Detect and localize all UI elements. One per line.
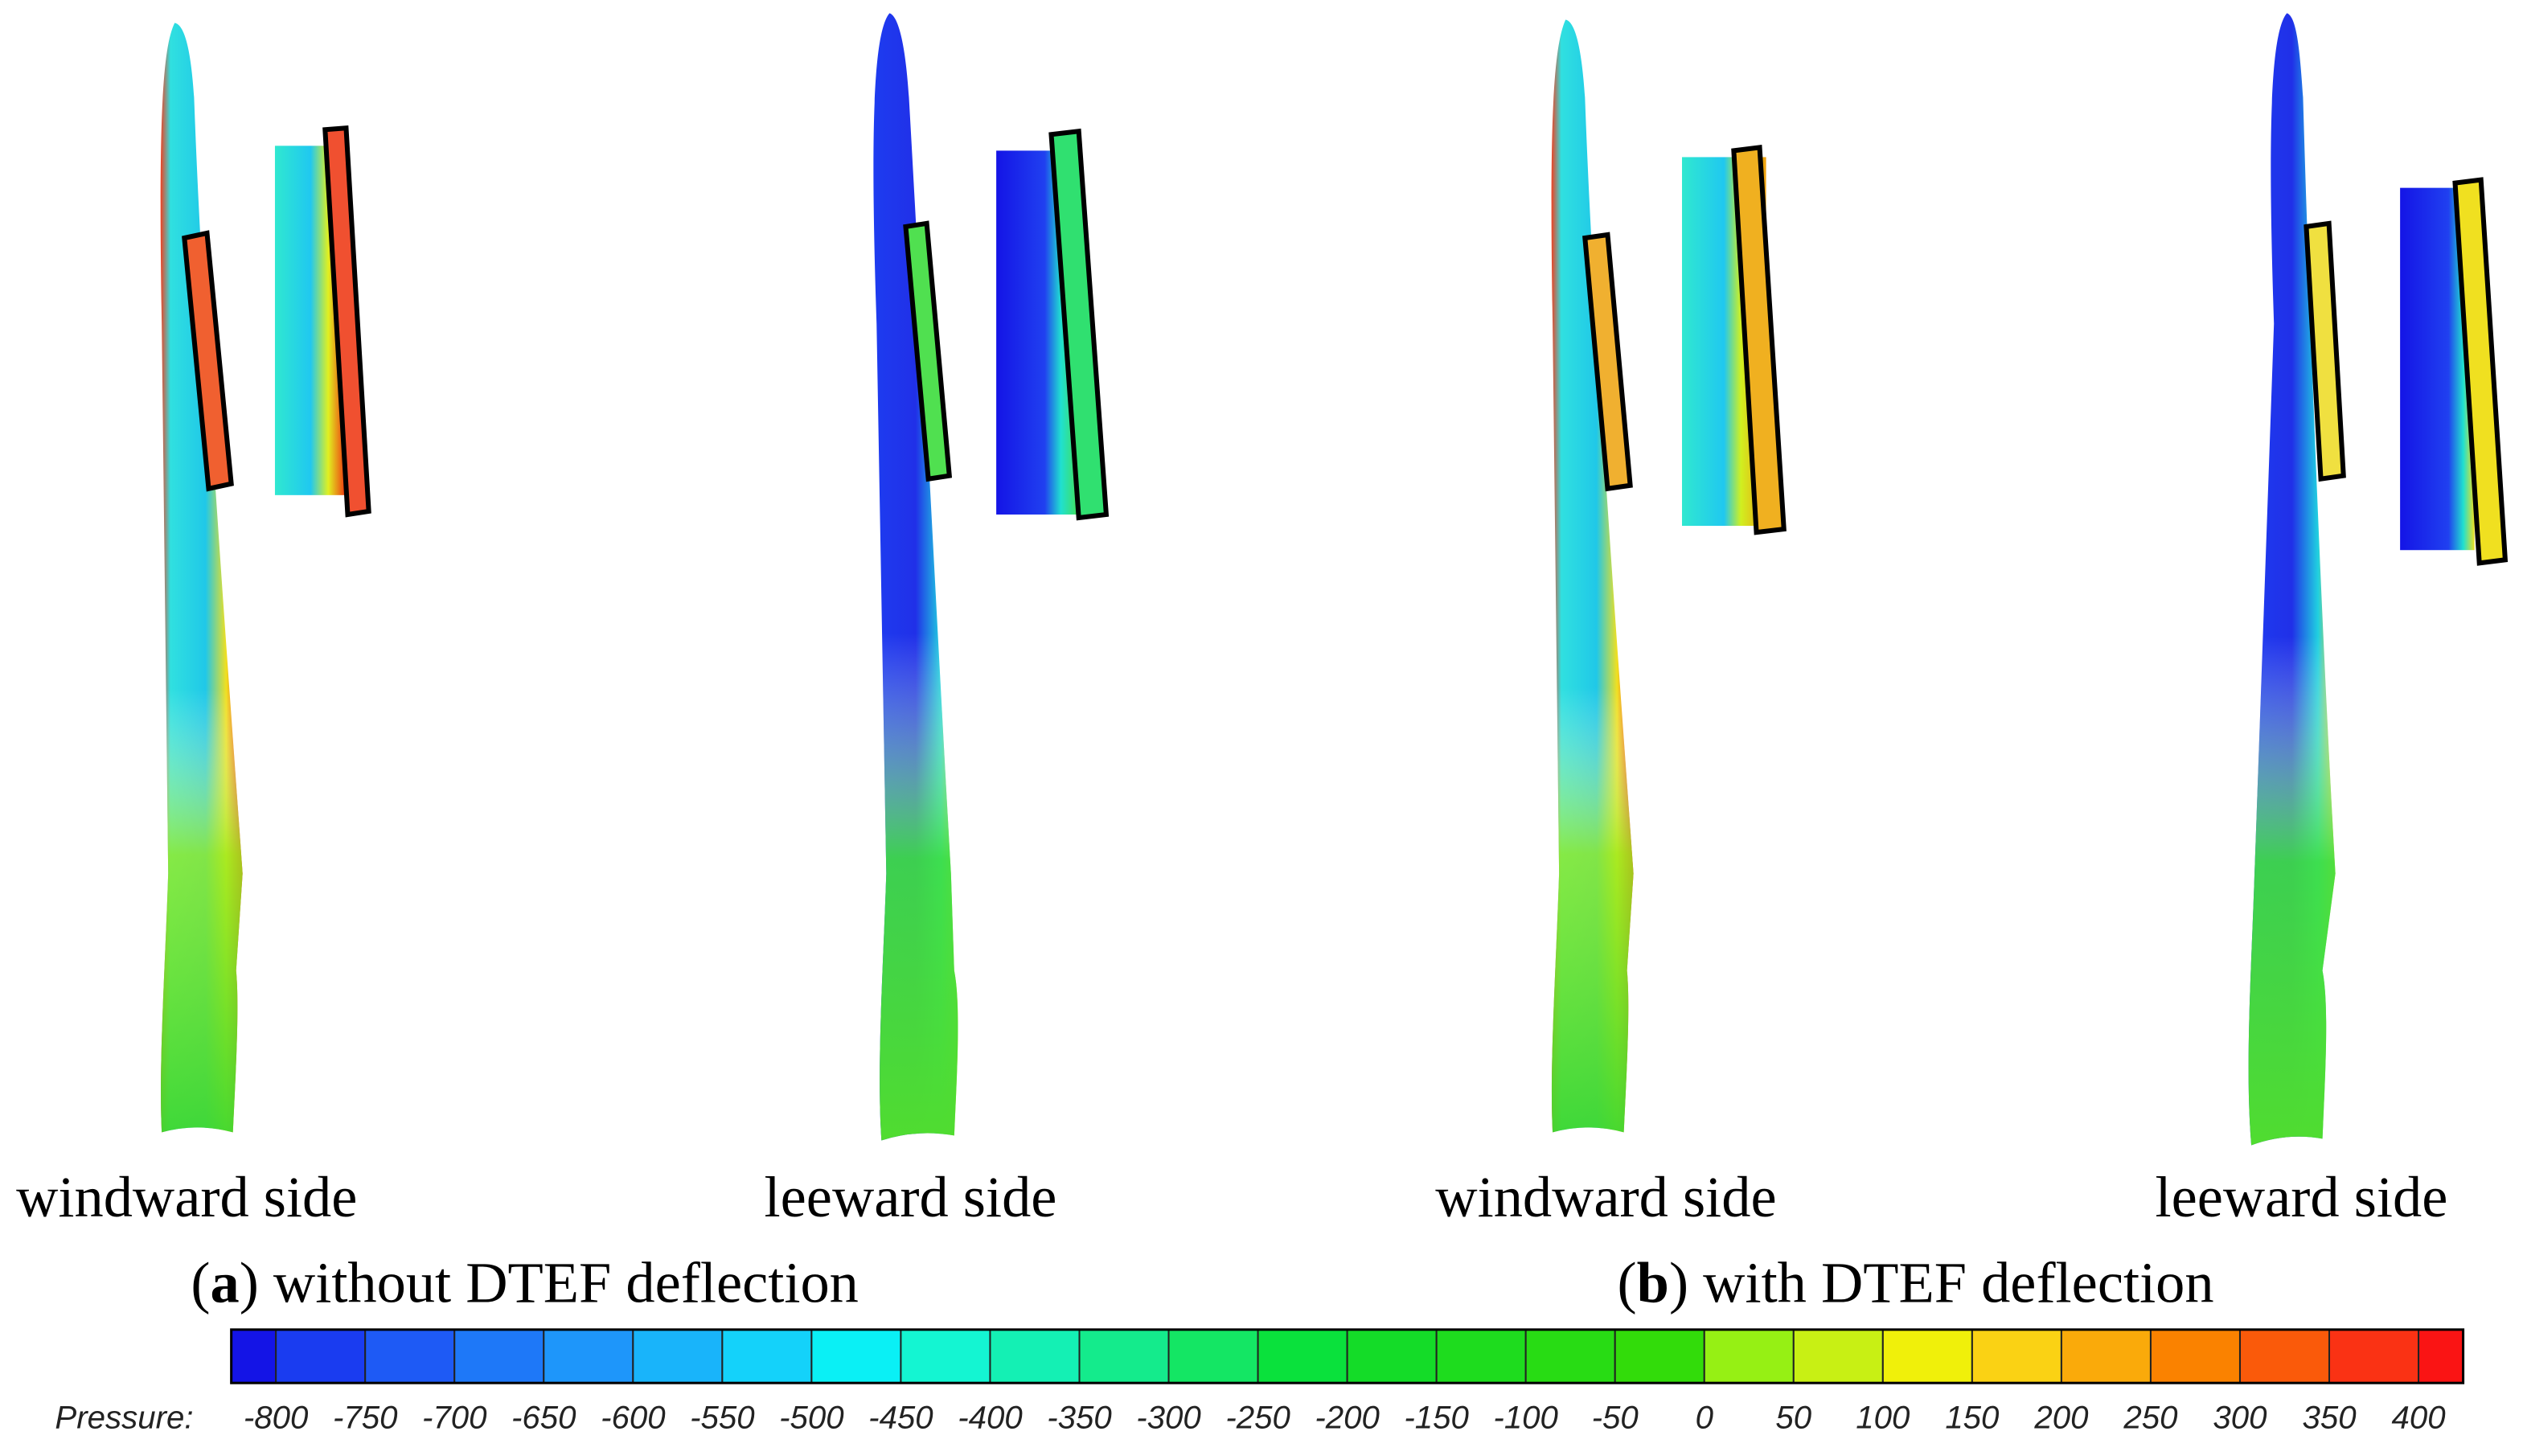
caption-open: (	[191, 1250, 210, 1315]
colorbar-segment	[1524, 1328, 1616, 1384]
colorbar-segment	[364, 1328, 456, 1384]
colorbar-segment	[632, 1328, 724, 1384]
colorbar-tick-label: 400	[2392, 1399, 2447, 1435]
colorbar-tick-label: -150	[1404, 1399, 1469, 1435]
colorbar-tick-label: -350	[1047, 1399, 1112, 1435]
caption-close: )	[1669, 1250, 1688, 1315]
colorbar-segment	[1257, 1328, 1348, 1384]
colorbar-segment	[1792, 1328, 1884, 1384]
colorbar-tick-label: -800	[244, 1399, 309, 1435]
colorbar-segment	[1346, 1328, 1438, 1384]
colorbar-tick-label: -200	[1315, 1399, 1380, 1435]
caption-text: with DTEF deflection	[1688, 1250, 2214, 1315]
side-label: leeward side	[765, 1164, 1057, 1229]
colorbar-tick-label: -50	[1592, 1399, 1639, 1435]
colorbar-frame	[230, 1328, 2465, 1384]
blade-leeward-b	[2248, 13, 2509, 1146]
colorbar-segment	[2328, 1328, 2420, 1384]
side-label: leeward side	[2155, 1164, 2447, 1229]
caption-open: (	[1618, 1250, 1637, 1315]
colorbar-segment	[2238, 1328, 2331, 1384]
colorbar-segment	[721, 1328, 813, 1384]
blade-windward-a	[160, 23, 371, 1133]
colorbar-segment	[1435, 1328, 1527, 1384]
colorbar-tick-label: -750	[333, 1399, 398, 1435]
colorbar-segment	[2060, 1328, 2152, 1384]
colorbar-segment	[2418, 1328, 2464, 1384]
colorbar-segment	[543, 1328, 634, 1384]
colorbar-segment	[810, 1328, 902, 1384]
caption-label: b	[1637, 1250, 1669, 1315]
colorbar-segment	[275, 1328, 367, 1384]
colorbar-tick-label: -550	[690, 1399, 755, 1435]
colorbar-tick-label: 100	[1856, 1399, 1910, 1435]
colorbar-tick-label: 350	[2302, 1399, 2357, 1435]
blade-leeward-a	[873, 13, 1110, 1141]
colorbar-segment	[1078, 1328, 1170, 1384]
caption-label: a	[210, 1250, 239, 1315]
colorbar-tick-label: 250	[2123, 1399, 2178, 1435]
colorbar-tick-label: -450	[868, 1399, 933, 1435]
side-label: windward side	[1435, 1164, 1776, 1229]
panel-caption: (a) without DTEF deflection	[191, 1250, 859, 1315]
colorbar-title: Pressure:	[55, 1399, 193, 1435]
caption-close: )	[240, 1250, 259, 1315]
colorbar-tick-label: -600	[601, 1399, 666, 1435]
colorbar-segment	[1614, 1328, 1705, 1384]
colorbar-segment	[453, 1328, 545, 1384]
colorbar-tick-label: 200	[2033, 1399, 2089, 1435]
colorbar-tick-label: 300	[2213, 1399, 2267, 1435]
colorbar-segment	[989, 1328, 1081, 1384]
colorbar-tick-label: -700	[422, 1399, 487, 1435]
colorbar-tick-label: -400	[958, 1399, 1023, 1435]
colorbar-tick-label: -100	[1493, 1399, 1558, 1435]
colorbar-tick-label: 0	[1696, 1399, 1714, 1435]
panel-caption: (b) with DTEF deflection	[1618, 1250, 2214, 1315]
colorbar-tick-label: -650	[511, 1399, 576, 1435]
blade-windward-b	[1551, 19, 1787, 1133]
colorbar-segment	[1703, 1328, 1795, 1384]
colorbar-segment	[1167, 1328, 1259, 1384]
colorbar-segment	[1971, 1328, 2062, 1384]
caption-text: without DTEF deflection	[259, 1250, 859, 1315]
colorbar-tick-label: 150	[1945, 1399, 2000, 1435]
colorbar-segment	[900, 1328, 991, 1384]
colorbar-tick-label: -500	[779, 1399, 844, 1435]
colorbar-segment	[230, 1328, 277, 1384]
side-label: windward side	[16, 1164, 357, 1229]
colorbar-tick-label: -250	[1225, 1399, 1290, 1435]
colorbar: -800 -750 -700 -650 -600 -550 -500 -450 -400 -350…	[230, 1328, 2465, 1435]
colorbar-tick-label: -300	[1136, 1399, 1201, 1435]
colorbar-segment	[1881, 1328, 1973, 1384]
colorbar-tick-label: 50	[1775, 1399, 1811, 1435]
colorbar-segment	[2149, 1328, 2241, 1384]
